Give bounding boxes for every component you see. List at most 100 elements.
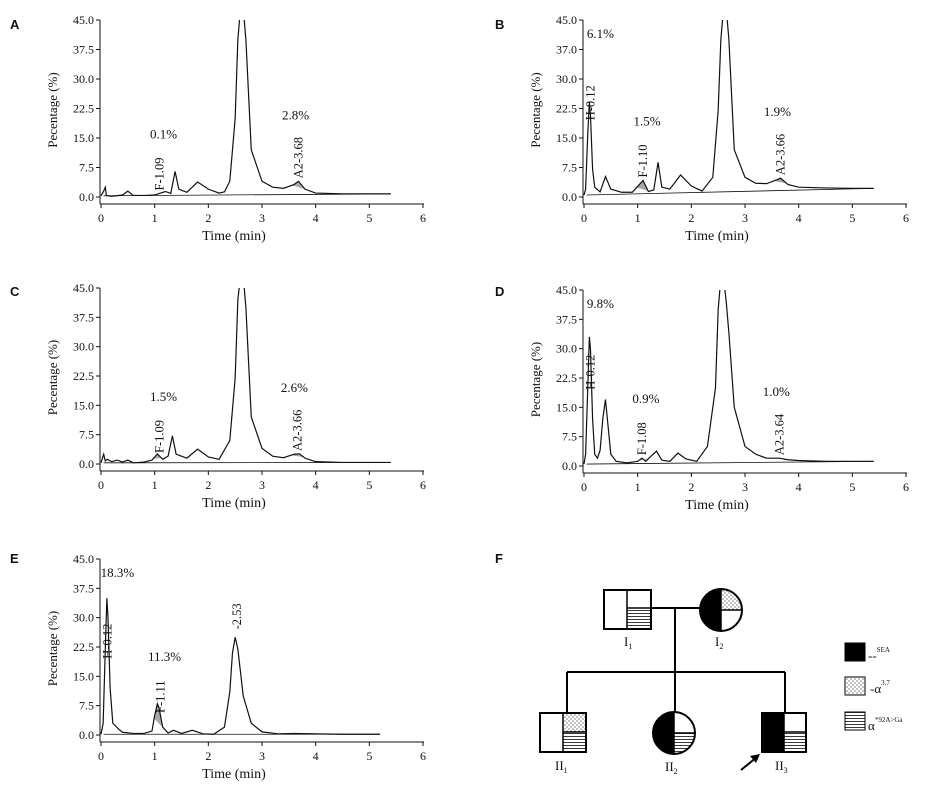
y-tick-label: 45.0: [73, 13, 94, 27]
x-tick-label: 2: [205, 749, 211, 763]
x-tick-label: 1: [152, 749, 158, 763]
plot-area: [100, 20, 391, 197]
peak-percent-3: 1.0%: [763, 384, 790, 399]
baseline: [586, 187, 874, 196]
chart-a: 0.0 7.5 15.0 22.5 30.0 37.5 45.0 0 1 2 3 4 5 6 Time (m…: [45, 13, 426, 244]
y-axis-label: Pecentage (%): [45, 611, 60, 686]
y-tick-label: 15.0: [556, 400, 577, 414]
x-tick-label: 6: [420, 211, 426, 225]
peak-label-2: F-1.10: [636, 144, 650, 177]
y-tick-label: 30.0: [73, 611, 94, 625]
peak-label-2: F-1.08: [635, 422, 649, 455]
peak-percent-3: 1.9%: [764, 104, 791, 119]
y-tick-label: 45.0: [73, 281, 94, 295]
peak-percent-2: 0.9%: [632, 391, 659, 406]
legend-swatch-solid: [844, 642, 866, 662]
x-tick-label: 3: [259, 478, 265, 492]
x-tick-label: 6: [903, 480, 909, 494]
peak-label-1: H-0.12: [583, 85, 597, 120]
x-tick-label: 0: [98, 211, 104, 225]
legend-label-92a: α*92A>Ga: [868, 716, 903, 733]
y-tick-label: 37.5: [73, 310, 94, 324]
x-tick-label: 2: [688, 211, 694, 225]
y-tick-label: 22.5: [73, 369, 94, 383]
chart-e: 0.0 7.5 15.0 22.5 30.0 37.5 45.0 0 1 2 3 4 5 6 Time (m…: [45, 552, 426, 782]
panel-letter-e: E: [10, 551, 19, 566]
x-tick-label: 0: [98, 478, 104, 492]
y-tick-label: 0.0: [562, 459, 577, 473]
y-tick-label: 45.0: [556, 283, 577, 297]
y-tick-label: 7.5: [79, 161, 94, 175]
panel-letter-a: A: [10, 17, 20, 32]
y-tick-label: 37.5: [73, 43, 94, 57]
y-tick-label: 0.0: [79, 457, 94, 471]
peak-percent-1: 1.5%: [150, 389, 177, 404]
x-axis-label: Time (min): [202, 229, 266, 244]
y-tick-label: 7.5: [562, 430, 577, 444]
y-tick-label: 15.0: [73, 131, 94, 145]
x-tick-label: 6: [420, 749, 426, 763]
x-tick-label: 5: [366, 478, 372, 492]
x-tick-label: 5: [849, 211, 855, 225]
x-tick-label: 1: [152, 478, 158, 492]
y-tick-label: 7.5: [79, 428, 94, 442]
x-tick-label: 5: [849, 480, 855, 494]
peak-percent-1: 6.1%: [587, 26, 614, 41]
y-tick-label: 0.0: [79, 190, 94, 204]
x-tick-label: 4: [313, 478, 319, 492]
y-tick-label: 0.0: [562, 190, 577, 204]
y-axis-label: Pecentage (%): [528, 72, 543, 147]
y-tick-label: 15.0: [73, 398, 94, 412]
y-tick-label: 22.5: [556, 371, 577, 385]
individual-ii1: [539, 712, 587, 753]
y-tick-label: 22.5: [556, 102, 577, 116]
shaded-peak-2: [773, 178, 787, 184]
series-line: [100, 20, 391, 197]
y-tick-label: 22.5: [73, 640, 94, 654]
series-line: [100, 598, 381, 735]
x-tick-label: 3: [742, 211, 748, 225]
peak-percent-1: 18.3%: [101, 565, 135, 580]
y-tick-label: 15.0: [73, 669, 94, 683]
label-ii1: II1: [555, 758, 568, 775]
x-tick-label: 3: [742, 480, 748, 494]
x-tick-label: 3: [259, 749, 265, 763]
chart-d: 0.0 7.5 15.0 22.5 30.0 37.5 45.0 0 1 2 3 4 5 6 Time (m…: [528, 283, 909, 513]
chart-b: 0.0 7.5 15.0 22.5 30.0 37.0 45.0 0 1 2 3 4 5 6 Time (m…: [528, 13, 909, 244]
peak-label-2: -2.53: [230, 603, 244, 629]
label-ii2: II2: [665, 759, 678, 776]
plot-area: [583, 290, 874, 465]
y-tick-label: 45.0: [73, 552, 94, 566]
panel-letter-b: B: [495, 17, 504, 32]
peak-percent-3: 11.3%: [148, 649, 181, 664]
x-tick-label: 5: [366, 211, 372, 225]
peak-label-2: A2-3.66: [290, 410, 304, 451]
series-line: [100, 288, 391, 464]
x-tick-label: 3: [259, 211, 265, 225]
panel-letter-f: F: [495, 551, 503, 566]
peak-label-2: A2-3.68: [291, 137, 305, 178]
x-tick-label: 4: [796, 211, 802, 225]
y-tick-label: 37.5: [73, 581, 94, 595]
legend-label-3-7: -α3.7: [870, 679, 890, 696]
x-tick-label: 4: [796, 480, 802, 494]
series-line: [583, 20, 874, 196]
x-tick-label: 4: [313, 211, 319, 225]
shaded-peak-1: [636, 180, 650, 192]
label-i1: I1: [624, 634, 632, 651]
individual-i1: [603, 589, 652, 630]
x-tick-label: 1: [635, 211, 641, 225]
legend-label-sea: --SEA: [868, 646, 890, 663]
y-tick-label: 45.0: [556, 13, 577, 27]
panel-letter-c: C: [10, 284, 20, 299]
panel-letter-d: D: [495, 284, 504, 299]
chart-c: 0.0 7.5 15.0 22.5 30.0 37.5 45.0 0 1 2 3 4 5 6 Time (m…: [45, 281, 426, 511]
peak-label-3: A2-3.64: [772, 413, 786, 455]
y-tick-label: 37.5: [556, 312, 577, 326]
y-tick-label: 30.0: [556, 342, 577, 356]
x-tick-label: 0: [581, 480, 587, 494]
peak-label-3: F-1.11: [154, 680, 168, 713]
peak-percent-2: 2.6%: [281, 380, 308, 395]
x-tick-label: 0: [98, 749, 104, 763]
